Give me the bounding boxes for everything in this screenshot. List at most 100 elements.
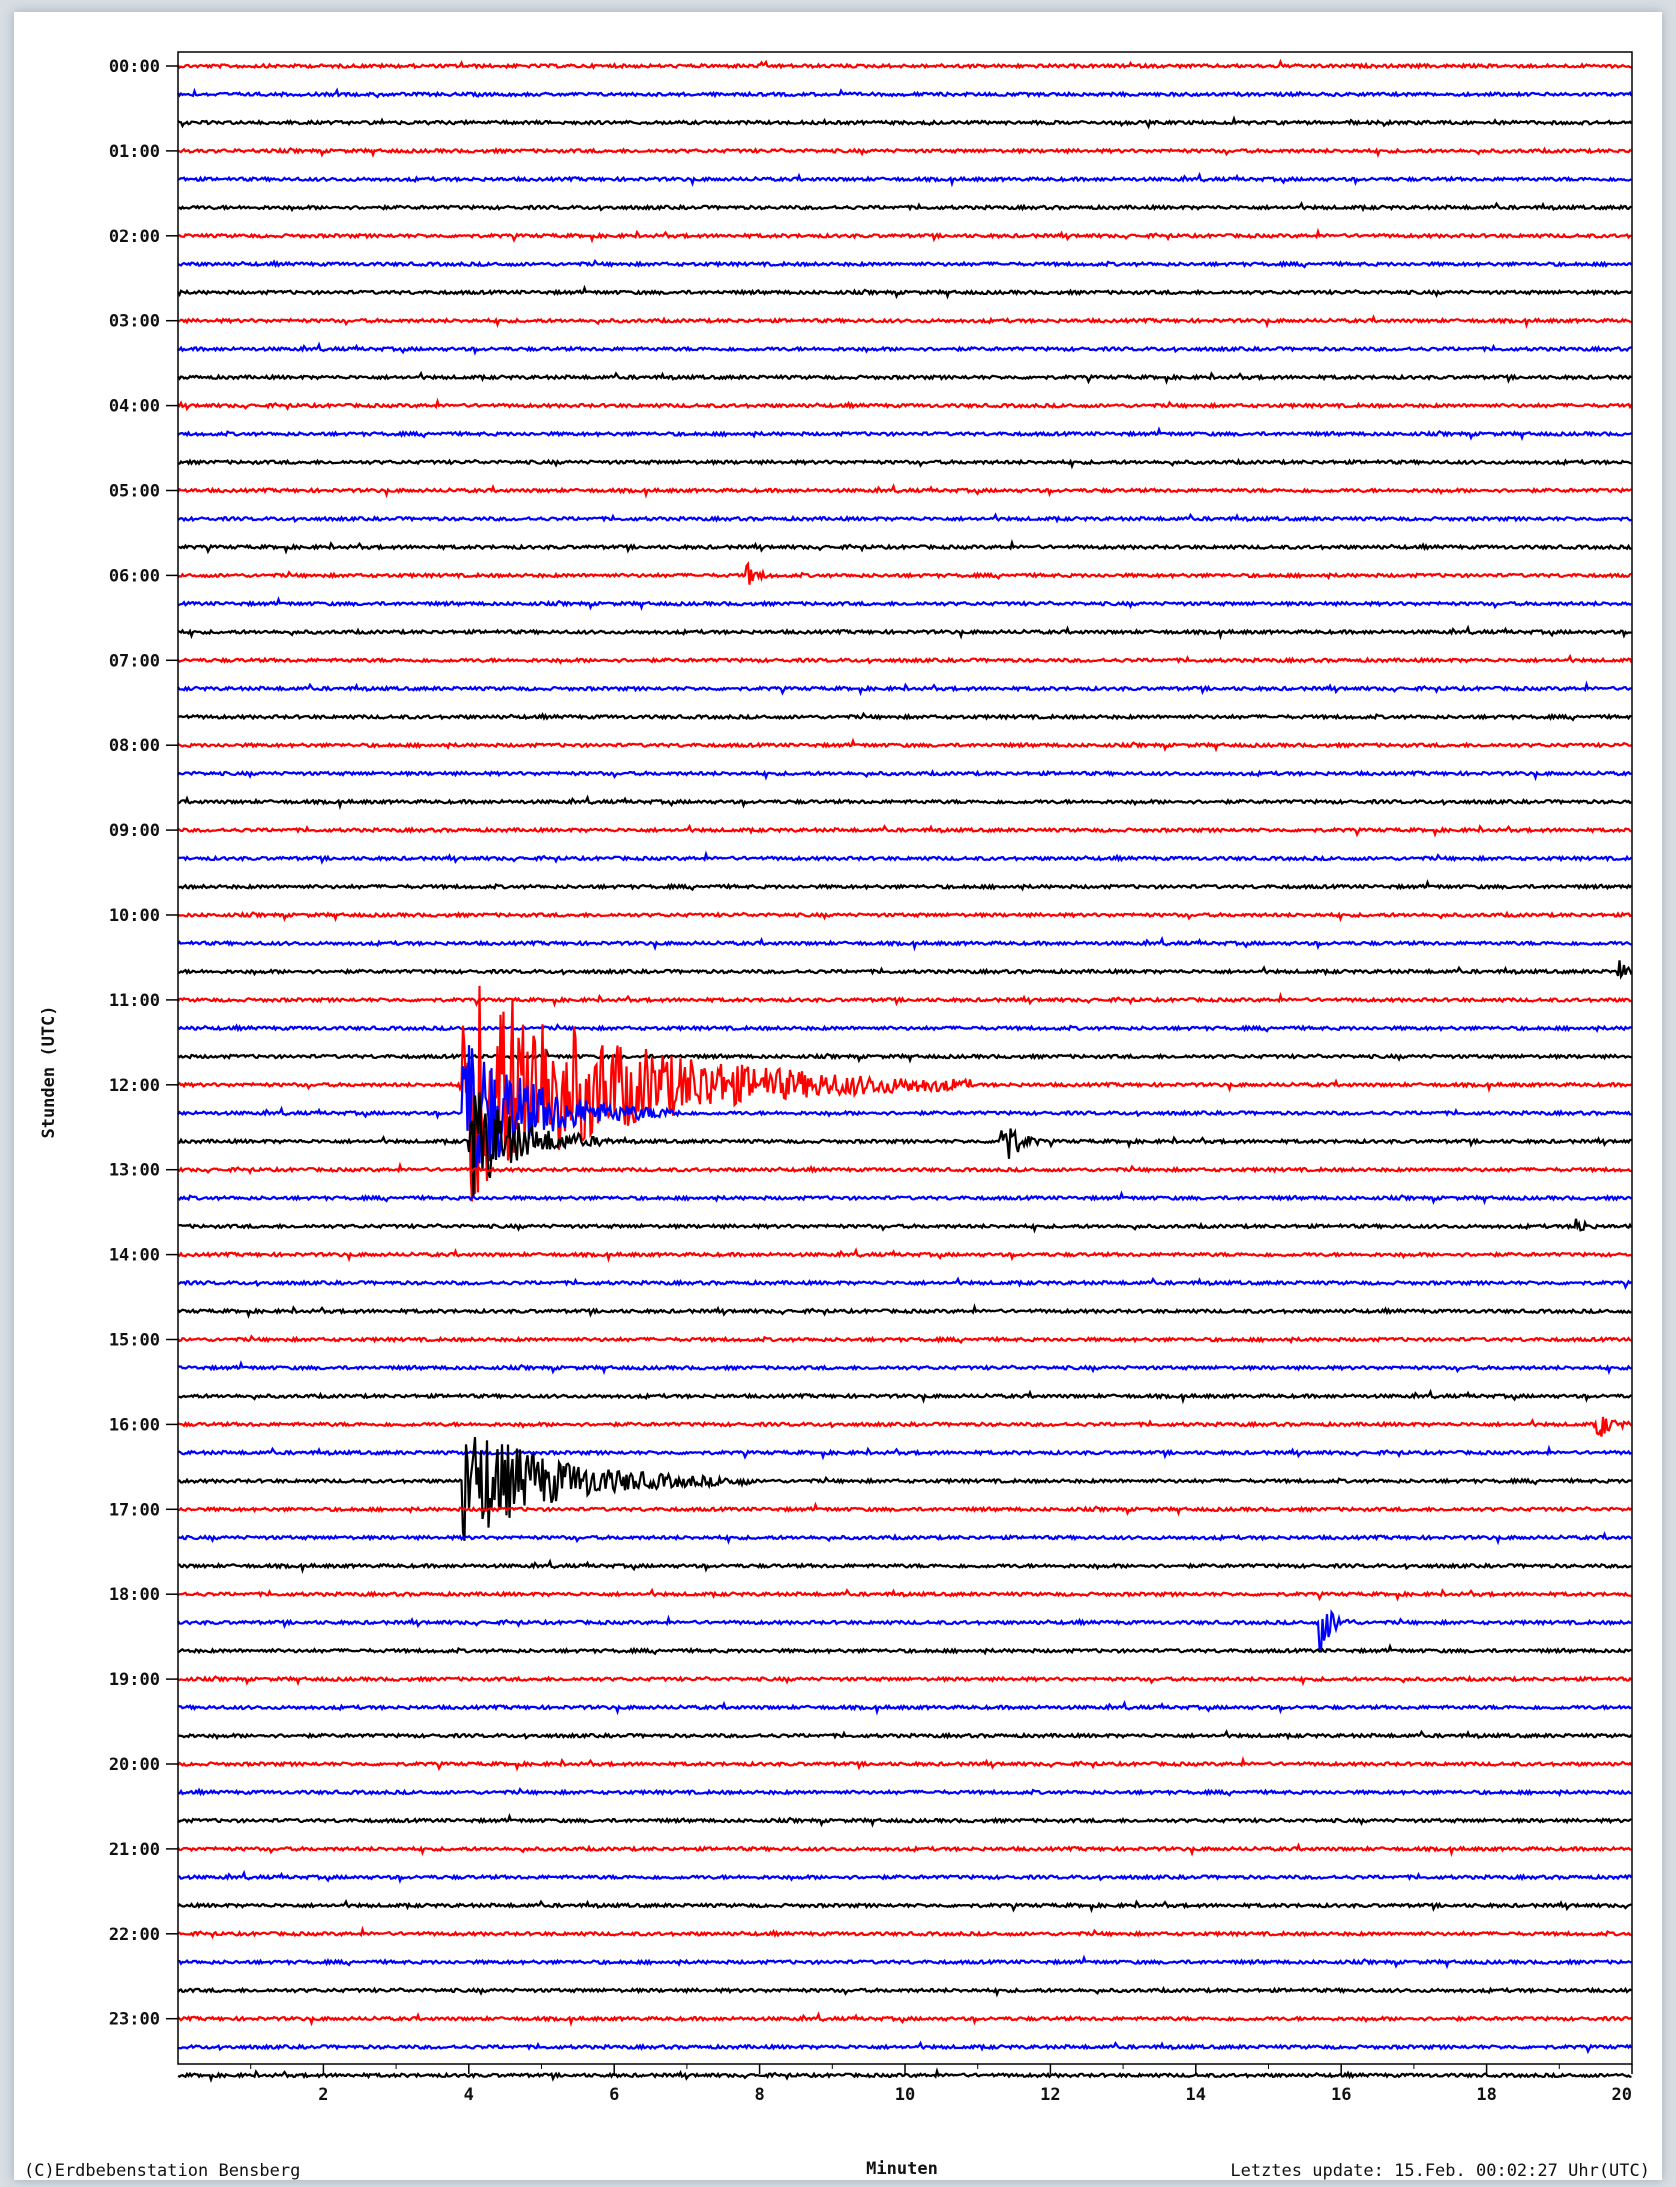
seismic-trace [177,58,1632,70]
footer-update: Letztes update: 15.Feb. 00:02:27 Uhr(UTC… [1230,2161,1650,2180]
x-tick-label: 4 [464,2085,474,2105]
hour-tick-label: 04:00 [109,397,160,417]
seismic-trace [177,1531,1633,1546]
hour-tick-label: 21:00 [109,1840,160,1860]
footer-copyright: (C)Erdbebenstation Bensberg [24,2161,300,2180]
seismic-trace [178,1954,1632,1970]
hour-tick-label: 09:00 [109,821,160,841]
seismic-trace [177,1303,1632,1319]
hour-tick-label: 19:00 [109,1670,160,1690]
seismic-trace [177,850,1633,865]
seismic-trace [177,397,1633,412]
hour-label-group: 00:00 01:00 02:00 03:00 04:00 05:00 06:00 07:00… [109,57,178,2030]
seismic-trace [177,314,1632,329]
seismic-trace [177,1812,1632,1828]
seismic-trace [177,1869,1633,1884]
seismic-trace [177,1161,1632,1176]
seismic-trace [177,737,1632,753]
seismic-trace [178,457,1632,470]
x-tick-label: 2 [318,2085,328,2105]
hour-tick-label: 17:00 [109,1500,160,1520]
hour-tick-label: 22:00 [109,1925,160,1945]
seismic-trace [177,878,1633,892]
seismic-trace [177,1022,1632,1033]
seismic-trace [177,991,1632,1008]
hour-tick-label: 06:00 [109,566,160,586]
seismic-trace [177,1842,1632,1858]
x-tick-label: 16 [1331,2085,1351,2105]
hour-tick-label: 00:00 [109,57,160,77]
seismic-trace [177,1985,1633,1998]
seismic-trace [177,512,1632,524]
seismic-trace [178,960,1633,980]
hour-tick-label: 15:00 [109,1331,160,1351]
seismic-trace [177,1247,1632,1263]
hour-tick-label: 08:00 [109,736,160,756]
x-axis-label: Minuten [866,2159,938,2179]
seismic-trace [177,2067,1632,2084]
seismic-trace [177,935,1633,952]
seismic-trace [177,1444,1633,1461]
hour-tick-label: 02:00 [109,227,160,247]
seismic-trace [177,1674,1633,1687]
seismic-trace [177,115,1633,130]
seismogram-frame: 00:00 01:00 02:00 03:00 04:00 05:00 06:00 07:00… [14,12,1662,2180]
hour-tick-label: 13:00 [109,1161,160,1181]
seismic-trace [177,1388,1633,1405]
hour-tick-label: 11:00 [109,991,160,1011]
seismic-trace [177,1558,1632,1575]
seismic-trace [177,1501,1633,1517]
seismic-trace [177,1334,1632,1345]
seismic-trace [177,2011,1633,2027]
seismic-trace [177,910,1633,923]
seismic-trace [177,1787,1632,1798]
seismic-trace [177,624,1632,641]
seismic-trace [177,1699,1632,1716]
x-tick-label: 18 [1476,2085,1496,2105]
seismic-trace [177,1048,1632,1064]
hour-tick-label: 16:00 [109,1415,160,1435]
seismic-trace [177,284,1633,300]
seismic-trace [177,426,1632,442]
seismic-trace [177,200,1633,213]
seismic-trace [177,1643,1632,1656]
seismic-trace [177,538,1632,555]
seismic-trace [177,653,1633,665]
seismic-trace [177,483,1633,499]
hour-tick-label: 18:00 [109,1585,160,1605]
x-tick-label: 20 [1612,2085,1632,2105]
hour-tick-label: 10:00 [109,906,160,926]
seismic-trace [177,1276,1633,1291]
seismic-trace [177,823,1633,838]
seismic-trace [177,769,1632,782]
seismic-trace [177,1587,1632,1602]
seismic-trace [177,1437,1632,1541]
seismic-trace [177,1755,1633,1772]
seismic-trace [177,1092,1632,1197]
seismic-trace [177,1609,1632,1653]
hour-tick-label: 03:00 [109,312,160,332]
seismic-trace [177,1898,1632,1914]
seismic-trace [177,595,1633,611]
seismic-trace [177,370,1633,386]
x-tick-label: 8 [754,2085,764,2105]
seismic-trace [177,794,1633,811]
seismic-trace [177,1360,1632,1376]
seismic-trace [177,2040,1633,2055]
hour-tick-label: 01:00 [109,142,160,162]
seismic-trace [177,227,1632,244]
seismic-trace [177,1925,1632,1940]
seismic-trace [177,680,1632,697]
seismic-trace [177,258,1633,269]
seismic-trace [177,1045,1632,1170]
seismic-trace [177,171,1632,188]
seismic-trace [177,87,1633,99]
hour-tick-label: 12:00 [109,1076,160,1096]
seismic-trace [177,1416,1633,1437]
x-tick-label: 14 [1186,2085,1206,2105]
seismic-trace [177,146,1633,159]
x-tick-label: 6 [609,2085,619,2105]
seismic-trace [177,1190,1633,1206]
seismic-trace [177,341,1632,356]
seismic-trace [177,985,1633,1202]
